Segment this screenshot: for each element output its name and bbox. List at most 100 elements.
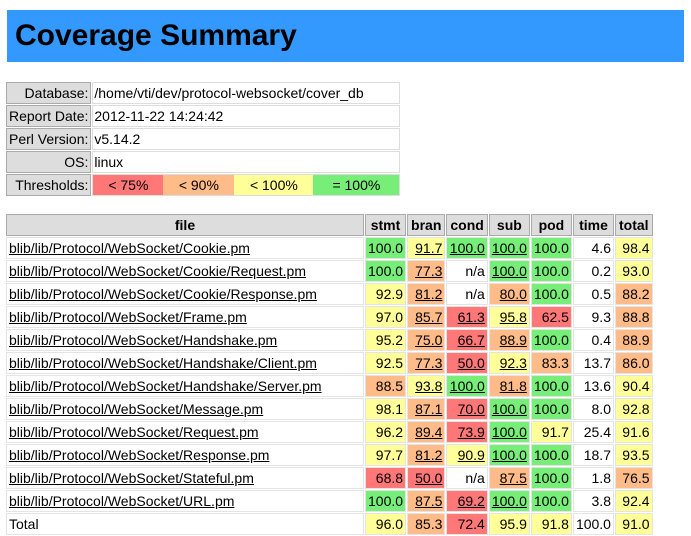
- file-cell[interactable]: blib/lib/Protocol/WebSocket/Cookie.pm: [6, 237, 364, 259]
- bran-cell[interactable]: 87.1: [407, 398, 446, 420]
- file-cell[interactable]: blib/lib/Protocol/WebSocket/Handshake/Cl…: [6, 352, 364, 374]
- bran-cell[interactable]: 93.8: [407, 375, 446, 397]
- cond-link[interactable]: 66.7: [457, 332, 485, 348]
- cond-link[interactable]: 100.0: [449, 378, 485, 394]
- file-cell[interactable]: blib/lib/Protocol/WebSocket/Cookie/Respo…: [6, 283, 364, 305]
- file-cell[interactable]: blib/lib/Protocol/WebSocket/Stateful.pm: [6, 467, 364, 489]
- sub-cell[interactable]: 100.0: [488, 421, 530, 443]
- sub-cell[interactable]: 100.0: [488, 398, 530, 420]
- cond-link[interactable]: 73.9: [457, 424, 485, 440]
- file-link[interactable]: blib/lib/Protocol/WebSocket/Frame.pm: [9, 309, 247, 325]
- sub-link[interactable]: 88.9: [499, 332, 527, 348]
- stmt-cell: 95.2: [365, 329, 407, 351]
- time-cell: 25.4: [572, 421, 614, 443]
- cond-cell[interactable]: 66.7: [446, 329, 488, 351]
- sub-link[interactable]: 100.0: [491, 263, 527, 279]
- sub-link[interactable]: 81.8: [499, 378, 527, 394]
- cond-cell[interactable]: 100.0: [446, 237, 488, 259]
- file-cell[interactable]: blib/lib/Protocol/WebSocket/Handshake.pm: [6, 329, 364, 351]
- total-cell: 98.4: [614, 237, 653, 259]
- sub-link[interactable]: 100.0: [491, 424, 527, 440]
- sub-cell[interactable]: 87.5: [488, 467, 530, 489]
- bran-cell[interactable]: 75.0: [407, 329, 446, 351]
- file-cell[interactable]: blib/lib/Protocol/WebSocket/Frame.pm: [6, 306, 364, 328]
- sub-link[interactable]: 100.0: [491, 447, 527, 463]
- cond-link[interactable]: 61.3: [457, 309, 485, 325]
- file-link[interactable]: blib/lib/Protocol/WebSocket/Message.pm: [9, 401, 264, 417]
- cond-cell[interactable]: 90.9: [446, 444, 488, 466]
- file-link[interactable]: blib/lib/Protocol/WebSocket/Stateful.pm: [9, 470, 254, 486]
- cond-link[interactable]: 70.0: [457, 401, 485, 417]
- pod-cell: 100.0: [530, 237, 572, 259]
- sub-link[interactable]: 100.0: [491, 493, 527, 509]
- file-cell[interactable]: blib/lib/Protocol/WebSocket/Handshake/Se…: [6, 375, 364, 397]
- cond-link[interactable]: 100.0: [449, 240, 485, 256]
- cond-link[interactable]: 50.0: [457, 355, 485, 371]
- sub-link[interactable]: 100.0: [491, 401, 527, 417]
- bran-cell[interactable]: 77.3: [407, 260, 446, 282]
- bran-link[interactable]: 77.3: [415, 263, 443, 279]
- cond-cell[interactable]: 100.0: [446, 375, 488, 397]
- pod-cell: 100.0: [530, 375, 572, 397]
- bran-link[interactable]: 93.8: [415, 378, 443, 394]
- sub-link[interactable]: 92.3: [499, 355, 527, 371]
- table-row: blib/lib/Protocol/WebSocket/Stateful.pm 6…: [6, 467, 653, 489]
- file-cell[interactable]: blib/lib/Protocol/WebSocket/Request.pm: [6, 421, 364, 443]
- bran-cell[interactable]: 81.2: [407, 283, 446, 305]
- bran-cell[interactable]: 77.3: [407, 352, 446, 374]
- file-link[interactable]: blib/lib/Protocol/WebSocket/Cookie.pm: [9, 240, 250, 256]
- cond-cell[interactable]: 61.3: [446, 306, 488, 328]
- bran-link[interactable]: 75.0: [415, 332, 443, 348]
- bran-link[interactable]: 50.0: [415, 470, 443, 486]
- file-link[interactable]: blib/lib/Protocol/WebSocket/Cookie/Reque…: [9, 263, 307, 279]
- sub-cell[interactable]: 100.0: [488, 490, 530, 512]
- sub-link[interactable]: 100.0: [491, 240, 527, 256]
- bran-cell[interactable]: 50.0: [407, 467, 446, 489]
- bran-link[interactable]: 77.3: [415, 355, 443, 371]
- bran-link[interactable]: 85.7: [415, 309, 443, 325]
- sub-link[interactable]: 87.5: [499, 470, 527, 486]
- bran-cell[interactable]: 87.5: [407, 490, 446, 512]
- cond-link[interactable]: 90.9: [457, 447, 485, 463]
- bran-cell[interactable]: 91.7: [407, 237, 446, 259]
- bran-link[interactable]: 87.5: [415, 493, 443, 509]
- file-link[interactable]: blib/lib/Protocol/WebSocket/Handshake/Cl…: [9, 355, 317, 371]
- bran-link[interactable]: 89.4: [415, 424, 443, 440]
- cond-cell[interactable]: 70.0: [446, 398, 488, 420]
- sub-cell[interactable]: 100.0: [488, 444, 530, 466]
- file-cell[interactable]: blib/lib/Protocol/WebSocket/Message.pm: [6, 398, 364, 420]
- bran-cell[interactable]: 89.4: [407, 421, 446, 443]
- file-link[interactable]: blib/lib/Protocol/WebSocket/Cookie/Respo…: [9, 286, 317, 302]
- sub-cell[interactable]: 88.9: [488, 329, 530, 351]
- bran-link[interactable]: 81.2: [415, 286, 443, 302]
- bran-cell[interactable]: 85.7: [407, 306, 446, 328]
- sub-cell[interactable]: 92.3: [488, 352, 530, 374]
- sub-link[interactable]: 80.0: [499, 286, 527, 302]
- file-link[interactable]: blib/lib/Protocol/WebSocket/Handshake.pm: [9, 332, 278, 348]
- sub-link[interactable]: 95.8: [499, 309, 527, 325]
- cond-link[interactable]: 69.2: [457, 493, 485, 509]
- bran-link[interactable]: 87.1: [415, 401, 443, 417]
- file-link[interactable]: blib/lib/Protocol/WebSocket/Request.pm: [9, 424, 259, 440]
- file-cell[interactable]: blib/lib/Protocol/WebSocket/Response.pm: [6, 444, 364, 466]
- sub-cell[interactable]: 100.0: [488, 260, 530, 282]
- file-link[interactable]: blib/lib/Protocol/WebSocket/Handshake/Se…: [9, 378, 322, 394]
- sub-cell[interactable]: 81.8: [488, 375, 530, 397]
- table-row: blib/lib/Protocol/WebSocket/Frame.pm 97.0…: [6, 306, 653, 328]
- bran-link[interactable]: 91.7: [415, 240, 443, 256]
- time-cell: 4.6: [572, 237, 614, 259]
- table-row: blib/lib/Protocol/WebSocket/Message.pm 98…: [6, 398, 653, 420]
- bran-cell[interactable]: 81.2: [407, 444, 446, 466]
- cond-cell[interactable]: 50.0: [446, 352, 488, 374]
- file-link[interactable]: blib/lib/Protocol/WebSocket/Response.pm: [9, 447, 270, 463]
- file-cell[interactable]: blib/lib/Protocol/WebSocket/URL.pm: [6, 490, 364, 512]
- sub-cell[interactable]: 95.8: [488, 306, 530, 328]
- sub-cell[interactable]: 80.0: [488, 283, 530, 305]
- bran-link[interactable]: 81.2: [415, 447, 443, 463]
- file-cell[interactable]: blib/lib/Protocol/WebSocket/Cookie/Reque…: [6, 260, 364, 282]
- file-link[interactable]: blib/lib/Protocol/WebSocket/URL.pm: [9, 493, 235, 509]
- sub-cell[interactable]: 100.0: [488, 237, 530, 259]
- cond-cell[interactable]: 73.9: [446, 421, 488, 443]
- report-date-value: 2012-11-22 14:24:42: [92, 105, 401, 127]
- cond-cell[interactable]: 69.2: [446, 490, 488, 512]
